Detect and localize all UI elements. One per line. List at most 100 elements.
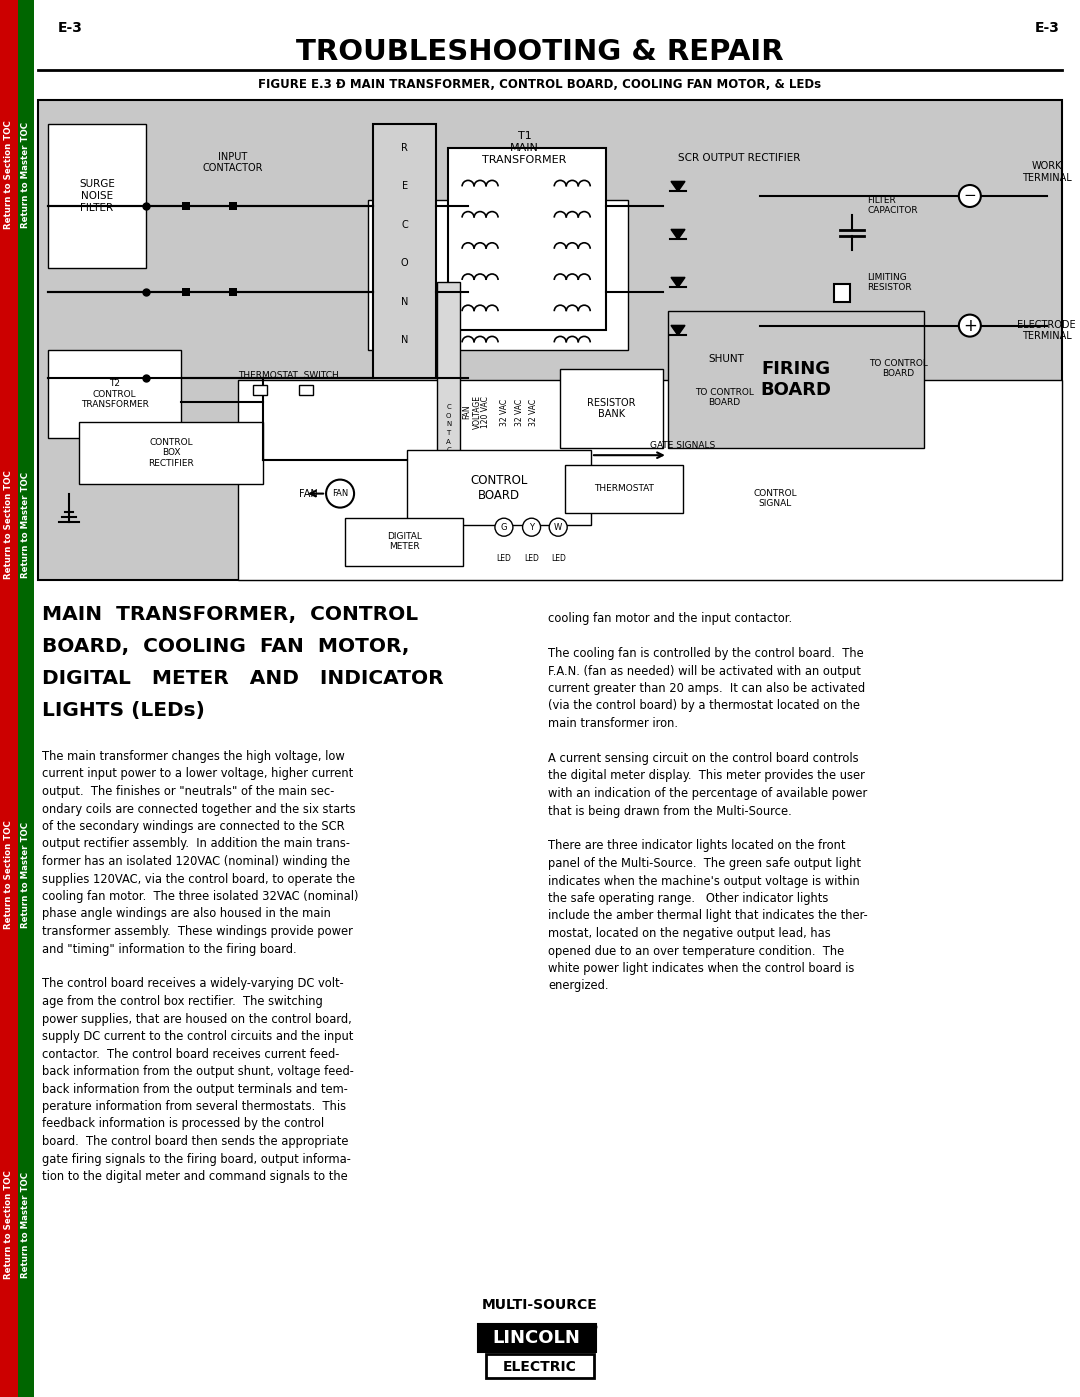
Text: Y: Y — [529, 522, 535, 532]
Text: SCR OUTPUT RECTIFIER: SCR OUTPUT RECTIFIER — [678, 152, 800, 162]
Polygon shape — [671, 326, 685, 335]
Text: TROUBLESHOOTING & REPAIR: TROUBLESHOOTING & REPAIR — [296, 38, 784, 66]
Text: WORK
TERMINAL: WORK TERMINAL — [1022, 161, 1071, 183]
Text: Return to Section TOC: Return to Section TOC — [4, 1171, 14, 1280]
Text: MULTI-SOURCE: MULTI-SOURCE — [482, 1298, 598, 1312]
Circle shape — [495, 518, 513, 536]
Text: 32 VAC: 32 VAC — [515, 398, 524, 426]
Text: O: O — [446, 465, 451, 471]
Text: E-3: E-3 — [1035, 21, 1059, 35]
Text: ELECTRIC: ELECTRIC — [503, 1361, 577, 1375]
Bar — [38, 101, 1062, 580]
Text: W: W — [554, 522, 563, 532]
Text: N: N — [401, 335, 408, 345]
Text: O: O — [446, 414, 451, 419]
Text: T: T — [446, 455, 450, 462]
Text: N: N — [401, 296, 408, 306]
Text: R: R — [401, 142, 408, 154]
Text: LINCOLN: LINCOLN — [492, 1329, 580, 1347]
Text: cooling fan motor and the input contactor.

The cooling fan is controlled by the: cooling fan motor and the input contacto… — [548, 612, 867, 992]
Text: Return to Master TOC: Return to Master TOC — [22, 472, 30, 578]
Bar — [18, 0, 33, 1397]
Polygon shape — [671, 229, 685, 239]
Bar — [79, 422, 264, 483]
Text: CONTROL
BOARD: CONTROL BOARD — [470, 474, 527, 502]
Polygon shape — [671, 182, 685, 191]
Text: LED: LED — [551, 553, 566, 563]
Bar — [834, 284, 850, 302]
Text: E: E — [402, 182, 407, 191]
Text: G: G — [501, 522, 508, 532]
Text: C: C — [401, 219, 408, 229]
Text: TO CONTROL
BOARD: TO CONTROL BOARD — [868, 359, 928, 379]
Text: O: O — [401, 258, 408, 268]
Bar — [49, 124, 146, 268]
Text: LIMITING
RESISTOR: LIMITING RESISTOR — [867, 272, 913, 292]
Text: ELECTRODE
TERMINAL: ELECTRODE TERMINAL — [1017, 320, 1076, 341]
Text: LED: LED — [497, 553, 511, 563]
Bar — [229, 201, 237, 210]
Text: INPUT
CONTACTOR: INPUT CONTACTOR — [202, 152, 262, 173]
Text: Return to Master TOC: Return to Master TOC — [22, 122, 30, 228]
Text: C: C — [446, 447, 451, 454]
Text: Return to Section TOC: Return to Section TOC — [4, 120, 14, 229]
Circle shape — [326, 479, 354, 507]
Bar — [478, 1324, 596, 1352]
Text: GATE SIGNALS: GATE SIGNALS — [650, 441, 716, 450]
Bar — [407, 450, 591, 525]
Bar — [486, 1354, 594, 1377]
Circle shape — [523, 518, 541, 536]
Circle shape — [959, 184, 981, 207]
Text: Return to Section TOC: Return to Section TOC — [4, 820, 14, 929]
Text: Return to Section TOC: Return to Section TOC — [4, 471, 14, 580]
Text: A: A — [446, 439, 451, 444]
Bar — [447, 148, 606, 331]
Bar — [437, 282, 460, 483]
Text: 120 VAC: 120 VAC — [481, 397, 490, 427]
Text: FAN: FAN — [332, 489, 348, 499]
Text: FAN
VOLTAGE: FAN VOLTAGE — [462, 395, 482, 429]
Text: DIGITAL
METER: DIGITAL METER — [387, 532, 421, 552]
Text: FIGURE E.3 Ð MAIN TRANSFORMER, CONTROL BOARD, COOLING FAN MOTOR, & LEDs: FIGURE E.3 Ð MAIN TRANSFORMER, CONTROL B… — [258, 78, 822, 91]
Text: CONTROL
BOX
RECTIFIER: CONTROL BOX RECTIFIER — [148, 437, 194, 468]
Bar — [693, 331, 760, 388]
Bar — [561, 369, 663, 448]
Bar — [49, 349, 181, 439]
Text: T2
CONTROL
TRANSFORMER: T2 CONTROL TRANSFORMER — [81, 379, 149, 409]
Text: CONTROL
SIGNAL: CONTROL SIGNAL — [754, 489, 797, 509]
Text: 32 VAC: 32 VAC — [500, 398, 510, 426]
Text: FIRING
BOARD: FIRING BOARD — [760, 360, 832, 400]
Text: RESISTOR
BANK: RESISTOR BANK — [588, 398, 636, 419]
Text: FILTER
CAPACITOR: FILTER CAPACITOR — [867, 196, 918, 215]
Circle shape — [550, 518, 567, 536]
Bar — [346, 518, 463, 566]
Text: BOARD,  COOLING  FAN  MOTOR,: BOARD, COOLING FAN MOTOR, — [42, 637, 409, 657]
Text: THERMOSTAT  SWITCH: THERMOSTAT SWITCH — [239, 372, 339, 380]
Text: The main transformer changes the high voltage, low
current input power to a lowe: The main transformer changes the high vo… — [42, 750, 359, 1183]
Text: TO CONTROL
BOARD: TO CONTROL BOARD — [694, 388, 754, 408]
Text: +: + — [963, 317, 976, 335]
Text: T1
MAIN
TRANSFORMER: T1 MAIN TRANSFORMER — [482, 131, 567, 165]
Bar — [183, 201, 190, 210]
Text: MAIN  TRANSFORMER,  CONTROL: MAIN TRANSFORMER, CONTROL — [42, 605, 418, 624]
Bar — [368, 200, 627, 351]
Bar — [229, 288, 237, 296]
Bar — [565, 465, 684, 513]
Text: THERMOSTAT: THERMOSTAT — [594, 485, 654, 493]
Text: SURGE
NOISE
FILTER: SURGE NOISE FILTER — [79, 179, 114, 212]
Bar — [183, 288, 190, 296]
Text: FAN: FAN — [299, 489, 319, 499]
Text: ®: ® — [589, 1323, 599, 1333]
Bar — [238, 380, 1062, 580]
Text: 32 VAC: 32 VAC — [529, 398, 538, 426]
Bar — [373, 124, 436, 379]
Text: C: C — [446, 404, 451, 411]
Bar — [299, 386, 313, 395]
Text: E-3: E-3 — [58, 21, 83, 35]
Bar — [0, 0, 18, 1397]
Text: Return to Master TOC: Return to Master TOC — [22, 821, 30, 928]
Text: SHUNT: SHUNT — [708, 355, 744, 365]
Text: R: R — [446, 474, 451, 479]
Text: N: N — [446, 422, 451, 427]
Bar — [667, 312, 923, 448]
